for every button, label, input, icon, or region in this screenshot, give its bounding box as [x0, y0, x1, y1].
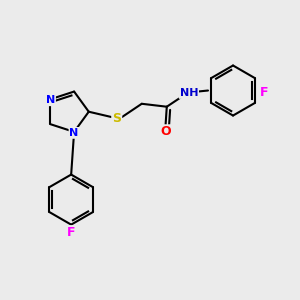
Text: S: S	[112, 112, 121, 125]
Text: N: N	[46, 95, 55, 105]
Text: O: O	[160, 125, 171, 138]
Text: N: N	[70, 128, 79, 138]
Text: F: F	[67, 226, 75, 239]
Text: F: F	[260, 85, 269, 98]
Text: NH: NH	[180, 88, 198, 98]
